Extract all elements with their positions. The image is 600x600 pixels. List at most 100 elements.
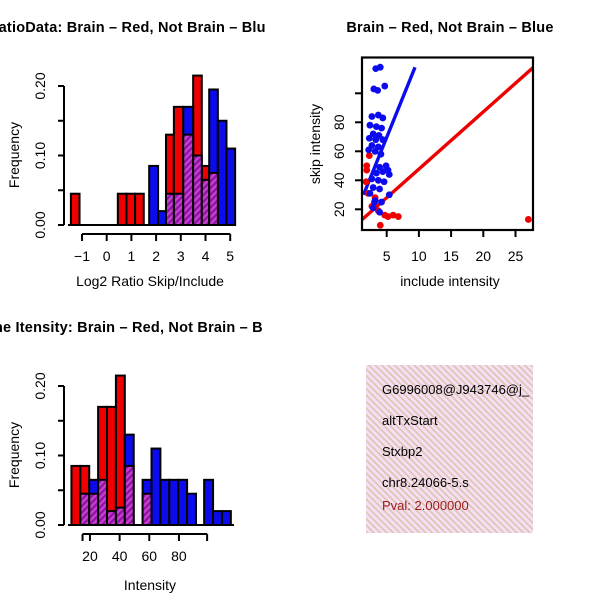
hist-bar-not_brain_blue (148, 164, 160, 227)
hist-bar-not_brain_blue (159, 478, 171, 526)
x-tick-label: 5 (383, 248, 391, 264)
y-tick-label: 0.00 (32, 211, 48, 238)
y-tick-label: 0.10 (32, 142, 48, 169)
intensity-scatter-plot: 5 10 15 20 25 20 40 60 80 (331, 56, 535, 264)
panel-info-box: G6996008@J943746@j_ altTxStart Stxbp2 ch… (300, 300, 600, 600)
scatter-point-brain_red (363, 166, 371, 174)
hist-bar-overlap_purple (106, 510, 117, 527)
scatter-point-brain_red (384, 213, 392, 220)
hist-bar-not_brain_blue (225, 147, 237, 226)
y-tick-label: 0.20 (32, 72, 48, 99)
hist-bar-overlap_purple (182, 133, 195, 226)
x-tick-label: 4 (202, 248, 210, 264)
hist-bar-overlap_purple (123, 464, 135, 527)
plot-box (360, 56, 535, 232)
panel-intensity-histogram: ne Itensity: Brain – Red, Not Brain – B … (0, 300, 300, 600)
x-tick-label: 1 (128, 248, 136, 264)
scatter-point-not_brain_blue (366, 121, 374, 129)
scatter-point-not_brain_blue (379, 168, 387, 176)
info-line-locus: chr8.24066-5.s (382, 475, 469, 490)
x-tick-label: 0 (103, 248, 111, 264)
hist-bar-not_brain_blue (212, 510, 223, 527)
ratio-histogram-ylabel: Frequency (6, 121, 22, 189)
scatter-point-not_brain_blue (365, 146, 373, 154)
panel-intensity-scatter: Brain – Red, Not Brain – Blue 5 10 15 20 25 2… (300, 0, 600, 300)
scatter-point-not_brain_blue (368, 113, 376, 120)
hist-bar-not_brain_blue (220, 510, 232, 527)
hist-bar-brain_red (70, 464, 82, 527)
x-tick-label: 80 (171, 548, 187, 564)
hist-bar-not_brain_blue (150, 447, 162, 526)
scatter-point-not_brain_blue (372, 136, 380, 144)
intensity-histogram-plot: 0.00 0.10 0.20 20 40 60 80 (32, 372, 234, 564)
y-tick-label: 40 (331, 172, 347, 188)
x-tick-label: 5 (226, 248, 234, 264)
info-line-event-id: G6996008@J943746@j_ (382, 382, 530, 397)
scatter-point-not_brain_blue (376, 208, 384, 216)
scatter-title: Brain – Red, Not Brain – Blue (346, 20, 554, 36)
info-line-gene: Stxbp2 (382, 444, 423, 459)
hist-bar-brain_red (114, 374, 126, 526)
hist-bar-overlap_purple (200, 178, 211, 226)
fit-line-not_brain_blue (362, 66, 417, 196)
y-tick-label: 60 (331, 143, 347, 159)
scatter-point-not_brain_blue (371, 147, 379, 155)
hist-bar-not_brain_blue (177, 478, 189, 526)
scatter-ylabel: skip intensity (307, 103, 323, 185)
panel-ratio-histogram: RatioData: Brain – Red, Not Brain – Blu … (0, 0, 300, 300)
scatter-point-not_brain_blue (368, 175, 376, 183)
x-tick-label: 15 (443, 248, 459, 264)
scatter-point-not_brain_blue (381, 82, 389, 90)
scatter-point-not_brain_blue (377, 150, 385, 158)
hist-bar-not_brain_blue (216, 119, 228, 226)
scatter-point-not_brain_blue (365, 134, 373, 142)
scatter-point-brain_red (376, 221, 384, 229)
scatter-point-not_brain_blue (385, 191, 393, 199)
scatter-point-not_brain_blue (376, 63, 384, 71)
scatter-point-not_brain_blue (371, 198, 378, 206)
info-line-event-type: altTxStart (382, 413, 438, 428)
hist-bar-overlap_purple (97, 478, 109, 526)
ratio-histogram-plot: 0.00 0.10 0.20 −1 0 1 2 3 4 5 (32, 72, 237, 264)
ratio-histogram-title: RatioData: Brain – Red, Not Brain – Blu (0, 20, 266, 36)
y-tick-label: 0.00 (32, 511, 48, 538)
x-tick-label: −1 (74, 248, 90, 264)
event-info-box: G6996008@J943746@j_ altTxStart Stxbp2 ch… (366, 365, 533, 533)
hist-bar-overlap_purple (114, 506, 126, 526)
scatter-point-brain_red (394, 213, 402, 220)
scatter-point-not_brain_blue (379, 114, 387, 122)
x-tick-label: 60 (141, 548, 157, 564)
scatter-point-not_brain_blue (372, 123, 380, 131)
y-tick-label: 0.10 (32, 442, 48, 469)
scatter-point-not_brain_blue (379, 136, 387, 144)
scatter-point-not_brain_blue (378, 198, 385, 206)
scatter-point-brain_red (524, 216, 532, 223)
scatter-point-not_brain_blue (366, 189, 374, 197)
hist-bar-overlap_purple (208, 171, 219, 226)
intensity-histogram-xlabel: Intensity (123, 577, 177, 593)
x-tick-label: 20 (476, 248, 492, 264)
ratio-histogram-xlabel: Log2 Ratio Skip/Include (76, 273, 224, 289)
hist-bar-overlap_purple (164, 192, 175, 227)
scatter-point-not_brain_blue (369, 130, 377, 138)
scatter-point-brain_red (365, 152, 373, 160)
y-tick-label: 0.20 (32, 372, 48, 399)
x-tick-label: 3 (177, 248, 185, 264)
scatter-point-not_brain_blue (380, 178, 388, 186)
scatter-point-brain_red (362, 178, 370, 186)
y-tick-label: 80 (331, 114, 347, 130)
x-tick-label: 20 (82, 548, 98, 564)
x-tick-label: 2 (152, 248, 160, 264)
hist-bar-brain_red (106, 405, 117, 526)
hist-bar-overlap_purple (192, 154, 203, 226)
x-tick-label: 10 (411, 248, 427, 264)
scatter-point-not_brain_blue (378, 124, 385, 132)
scatter-xlabel: include intensity (400, 273, 500, 289)
hist-bar-not_brain_blue (157, 210, 167, 227)
hist-bar-not_brain_blue (168, 478, 180, 526)
scatter-point-not_brain_blue (374, 176, 382, 184)
intensity-histogram-title: ne Itensity: Brain – Red, Not Brain – B (0, 320, 263, 336)
scatter-point-not_brain_blue (369, 184, 377, 191)
scatter-point-brain_red (389, 211, 397, 219)
